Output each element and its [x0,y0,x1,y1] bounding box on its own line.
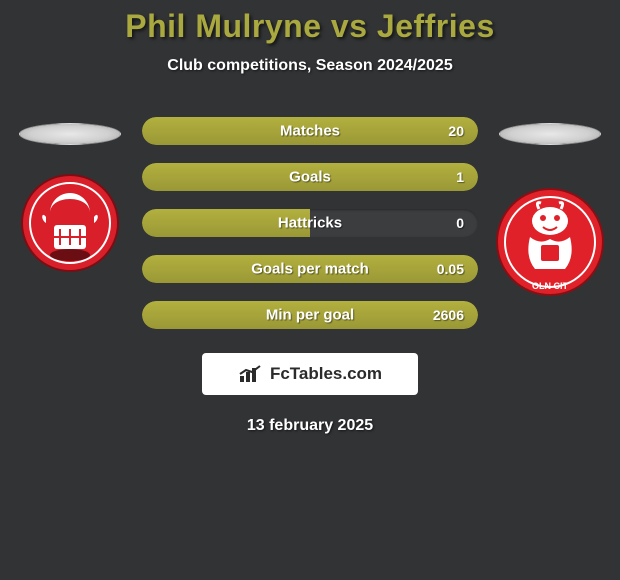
svg-text:OLN CIT: OLN CIT [532,281,568,291]
leyton-orient-crest-icon [20,173,120,273]
player-right-placeholder [499,123,601,145]
branding-badge: FcTables.com [202,353,418,395]
stat-label: Hattricks [278,215,342,232]
comparison-subtitle: Club competitions, Season 2024/2025 [0,57,620,75]
club-crest-right: OLN CIT [495,187,605,302]
stats-list: Matches 20 Goals 1 Hattricks 0 Goals per… [142,117,478,329]
brand-text: FcTables.com [270,364,382,384]
chart-icon [238,364,264,384]
player-left-placeholder [19,123,121,145]
stat-row: Goals 1 [142,163,478,191]
stat-label: Goals per match [251,261,369,278]
comparison-date: 13 february 2025 [0,417,620,435]
stat-value-right: 1 [456,169,464,185]
stat-row: Matches 20 [142,117,478,145]
lincoln-city-crest-icon: OLN CIT [495,187,605,297]
player-left-column [10,117,130,278]
stat-value-right: 0 [456,215,464,231]
comparison-title: Phil Mulryne vs Jeffries [0,8,620,45]
stat-label: Goals [289,169,331,186]
stat-label: Min per goal [266,307,354,324]
stat-value-right: 2606 [433,307,464,323]
stat-row: Hattricks 0 [142,209,478,237]
stat-label: Matches [280,123,340,140]
club-crest-left [20,173,120,278]
stat-row: Min per goal 2606 [142,301,478,329]
player-right-column: OLN CIT [490,117,610,302]
stat-row: Goals per match 0.05 [142,255,478,283]
stat-value-right: 0.05 [437,261,464,277]
comparison-panel: Matches 20 Goals 1 Hattricks 0 Goals per… [0,117,620,329]
stat-value-right: 20 [448,123,464,139]
